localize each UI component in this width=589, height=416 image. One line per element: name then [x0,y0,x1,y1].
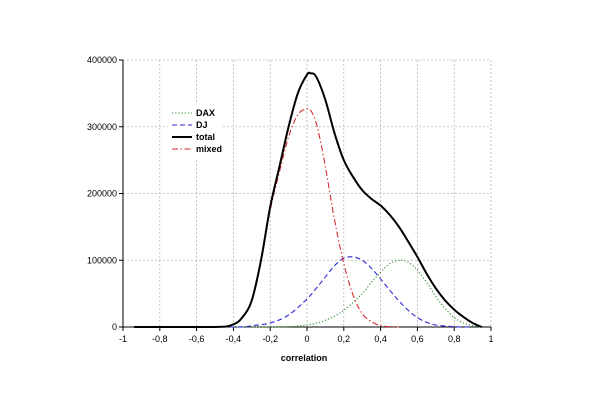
y-tick-label: 400000 [87,55,117,65]
y-tick-label: 100000 [87,255,117,265]
x-tick-label: 0,8 [448,334,461,344]
x-tick-label: 0,2 [338,334,351,344]
legend-label-dax: DAX [196,108,215,118]
x-tick-label: -0,8 [152,334,168,344]
x-tick-label: -0,4 [226,334,242,344]
grid [123,59,492,327]
x-tick-label: -1 [119,334,127,344]
x-tick-label: 0 [304,334,309,344]
y-tick-label: 300000 [87,122,117,132]
series [134,71,483,328]
ticks: -1 -0,8 -0,6 -0,4 -0,2 0 0,2 0,4 0,6 0,8 1 0 100000 2… [87,55,494,344]
legend-label-dj: DJ [196,120,208,130]
legend: DAX DJ total mixed [168,103,223,158]
x-tick-label: 0,4 [374,334,387,344]
series-line-dj [134,256,473,328]
series-line-total [134,71,483,328]
series-line-dax [134,259,481,328]
x-axis-label: correlation [281,353,328,363]
x-tick-label: -0,6 [189,334,205,344]
y-tick-label: 200000 [87,189,117,199]
y-tick-label: 0 [112,322,117,332]
x-tick-label: 0,6 [411,334,424,344]
legend-label-total: total [196,132,215,142]
x-tick-label: 1 [488,334,493,344]
legend-label-mixed: mixed [196,144,222,154]
x-tick-label: -0,2 [262,334,278,344]
